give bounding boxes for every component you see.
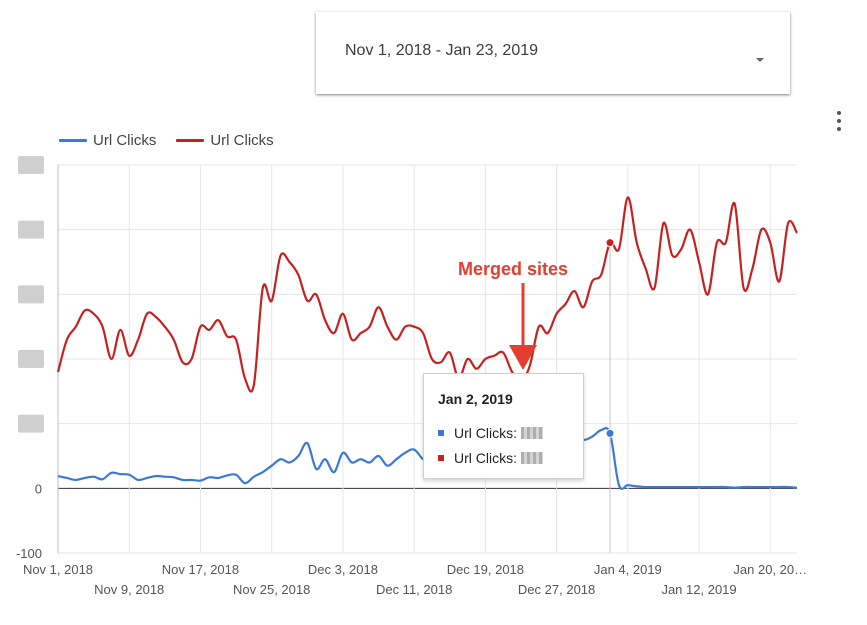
y-tick-label-blurred [18, 350, 44, 368]
more-vert-icon[interactable] [832, 110, 846, 134]
tooltip-label-blue: Url Clicks: [454, 425, 517, 441]
legend-swatch-red [176, 138, 205, 142]
legend-swatch-blue [59, 138, 87, 142]
x-tick-label: Dec 11, 2018 [376, 582, 452, 597]
tooltip-value-blurred [521, 427, 543, 439]
x-tick-label: Nov 1, 2018 [23, 562, 93, 577]
x-tick-label: Nov 17, 2018 [162, 562, 239, 577]
legend-label-blue: Url Clicks [93, 131, 157, 149]
date-range-selector[interactable]: Nov 1, 2018 - Jan 23, 2019 [316, 12, 790, 94]
tooltip-value-blurred [521, 452, 543, 464]
legend-label-red: Url Clicks [210, 131, 274, 149]
hover-point-red [605, 238, 615, 248]
hover-point-blue [605, 428, 615, 438]
y-tick-label-blurred [18, 285, 44, 304]
tooltip-date: Jan 2, 2019 [438, 391, 513, 407]
tooltip-swatch-red [438, 455, 444, 461]
date-range-label: Nov 1, 2018 - Jan 23, 2019 [345, 42, 539, 59]
x-tick-label: Jan 12, 2019 [661, 582, 736, 597]
tooltip-row-blue: Url Clicks: [438, 425, 543, 441]
y-tick-label-blurred [18, 414, 44, 433]
series-line-red [56, 196, 798, 393]
tooltip-row-red: Url Clicks: [438, 450, 543, 466]
legend-item-red[interactable]: Url Clicks [176, 131, 274, 149]
y-tick-label: 0 [35, 481, 42, 496]
chart-legend: Url Clicks Url Clicks [59, 130, 294, 150]
annotation-arrow-head [509, 345, 537, 370]
merged-sites-annotation: Merged sites [458, 259, 569, 279]
chevron-down-icon [756, 58, 764, 62]
x-tick-label: Nov 9, 2018 [94, 582, 164, 597]
x-tick-label: Jan 20, 20… [733, 562, 807, 577]
y-tick-label-blurred [18, 156, 44, 174]
y-tick-label: -100 [16, 546, 42, 561]
legend-item-blue[interactable]: Url Clicks [59, 132, 156, 149]
x-tick-label: Dec 27, 2018 [518, 582, 595, 597]
tooltip-swatch-blue [438, 430, 444, 436]
x-tick-label: Dec 19, 2018 [447, 562, 524, 577]
hover-tooltip: Jan 2, 2019 Url Clicks: Url Clicks: [423, 373, 584, 479]
y-tick-label-blurred [18, 220, 44, 239]
x-tick-label: Jan 4, 2019 [594, 562, 662, 577]
tooltip-label-red: Url Clicks: [454, 450, 517, 466]
x-tick-label: Nov 25, 2018 [233, 582, 310, 597]
x-tick-label: Dec 3, 2018 [308, 562, 378, 577]
